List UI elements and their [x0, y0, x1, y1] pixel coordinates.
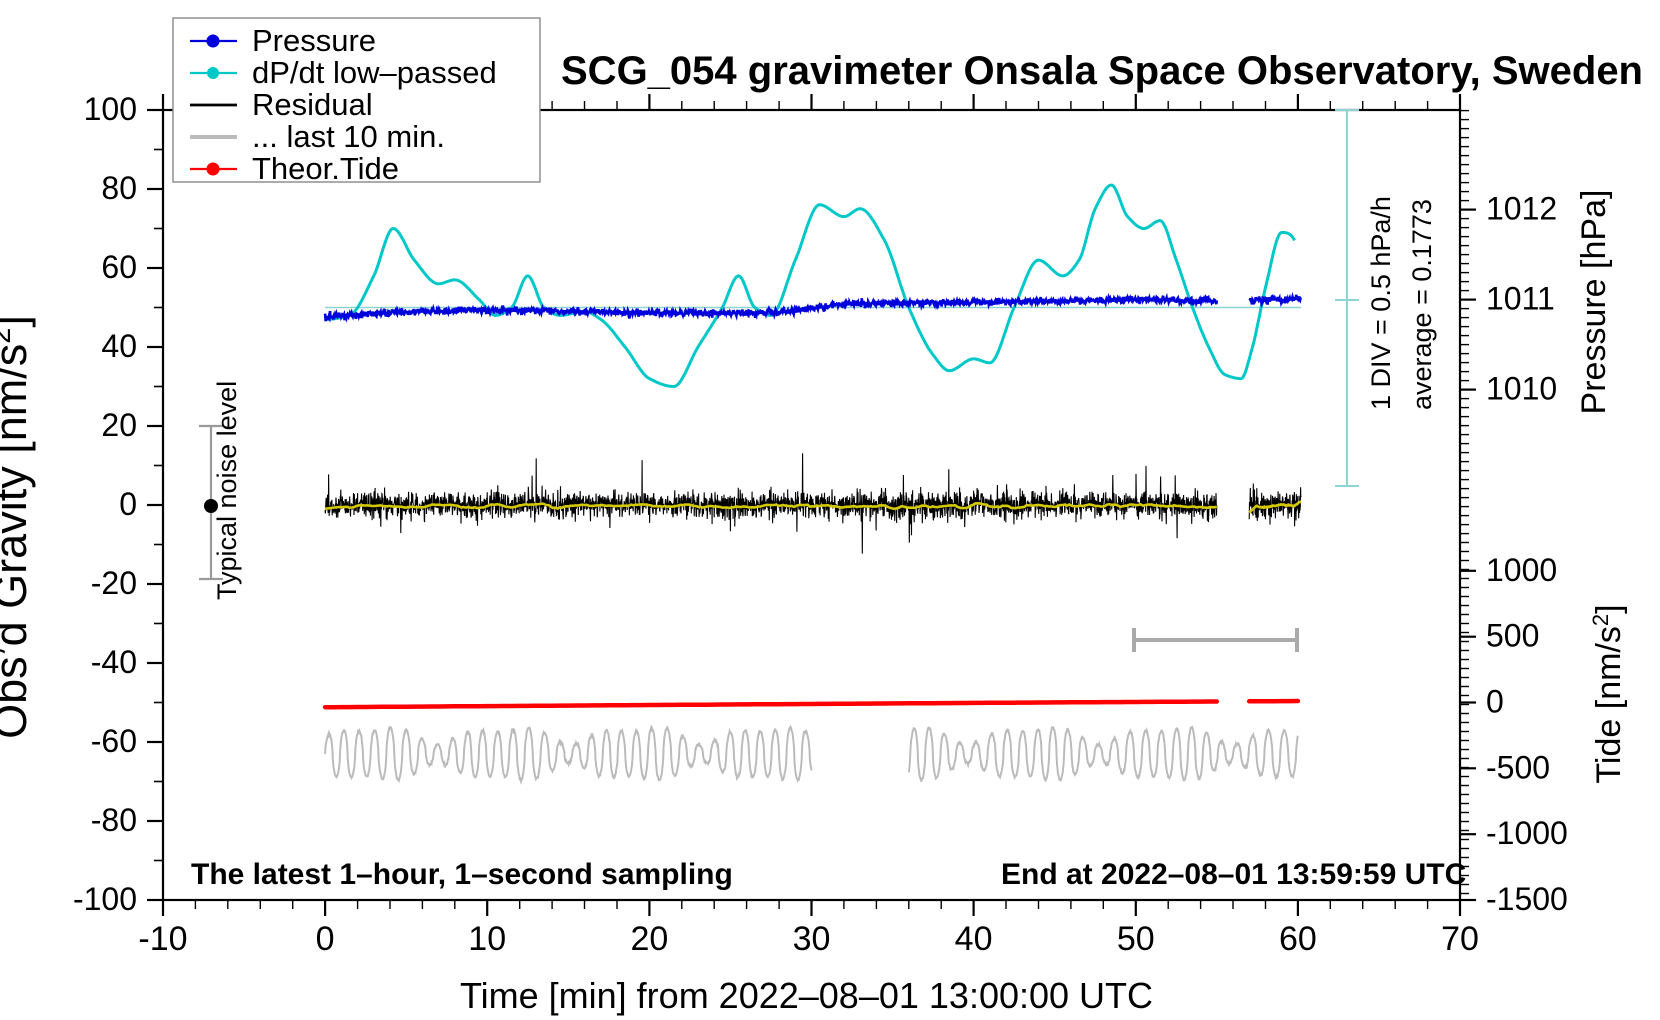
svg-text:Time [min] from 2022–08–01 13:: Time [min] from 2022–08–01 13:00:00 UTC — [460, 975, 1153, 1016]
svg-text:SCG_054 gravimeter Onsala Spac: SCG_054 gravimeter Onsala Space Observat… — [561, 49, 1643, 93]
svg-text:40: 40 — [955, 920, 993, 958]
svg-text:average = 0.1773: average = 0.1773 — [1407, 199, 1437, 410]
svg-text:0: 0 — [1486, 684, 1504, 720]
svg-text:50: 50 — [1117, 920, 1155, 958]
svg-text:Theor.Tide: Theor.Tide — [252, 151, 399, 186]
svg-text:-100: -100 — [73, 881, 137, 917]
svg-text:End at 2022–08–01 13:59:59 UTC: End at 2022–08–01 13:59:59 UTC — [1001, 858, 1466, 891]
svg-text:10: 10 — [468, 920, 506, 958]
svg-text:-80: -80 — [91, 802, 137, 838]
svg-text:-60: -60 — [91, 723, 137, 759]
svg-text:-10: -10 — [138, 920, 187, 958]
svg-text:0: 0 — [119, 486, 137, 522]
svg-text:20: 20 — [101, 407, 137, 443]
svg-text:70: 70 — [1441, 920, 1479, 958]
svg-text:80: 80 — [101, 170, 137, 206]
svg-text:Tide [nm/s2]: Tide [nm/s2] — [1588, 604, 1629, 783]
svg-text:Pressure: Pressure — [252, 23, 376, 58]
svg-text:Residual: Residual — [252, 87, 373, 122]
svg-text:100: 100 — [84, 91, 137, 127]
svg-text:1000: 1000 — [1486, 552, 1557, 588]
svg-text:Obs’d Gravity [nm/s2]: Obs’d Gravity [nm/s2] — [0, 315, 36, 739]
svg-text:20: 20 — [630, 920, 668, 958]
svg-text:1011: 1011 — [1486, 281, 1555, 317]
svg-text:... last 10 min.: ... last 10 min. — [252, 119, 445, 154]
svg-text:-1500: -1500 — [1486, 881, 1568, 917]
svg-text:-20: -20 — [91, 565, 137, 601]
svg-text:60: 60 — [101, 249, 137, 285]
svg-text:30: 30 — [793, 920, 831, 958]
svg-text:The latest 1–hour, 1–second sa: The latest 1–hour, 1–second sampling — [191, 858, 733, 891]
svg-text:40: 40 — [101, 328, 137, 364]
svg-text:-500: -500 — [1486, 749, 1550, 785]
svg-text:0: 0 — [316, 920, 335, 958]
svg-text:Typical noise level: Typical noise level — [212, 381, 242, 600]
svg-text:-40: -40 — [91, 644, 137, 680]
svg-text:60: 60 — [1279, 920, 1317, 958]
svg-text:1 DIV = 0.5 hPa/h: 1 DIV = 0.5 hPa/h — [1366, 196, 1396, 410]
svg-text:1012: 1012 — [1486, 191, 1557, 227]
svg-text:-1000: -1000 — [1486, 815, 1568, 851]
svg-text:500: 500 — [1486, 618, 1539, 654]
svg-text:Pressure [hPa]: Pressure [hPa] — [1575, 190, 1613, 415]
svg-text:dP/dt low–passed: dP/dt low–passed — [252, 55, 497, 90]
svg-text:1010: 1010 — [1486, 371, 1557, 407]
